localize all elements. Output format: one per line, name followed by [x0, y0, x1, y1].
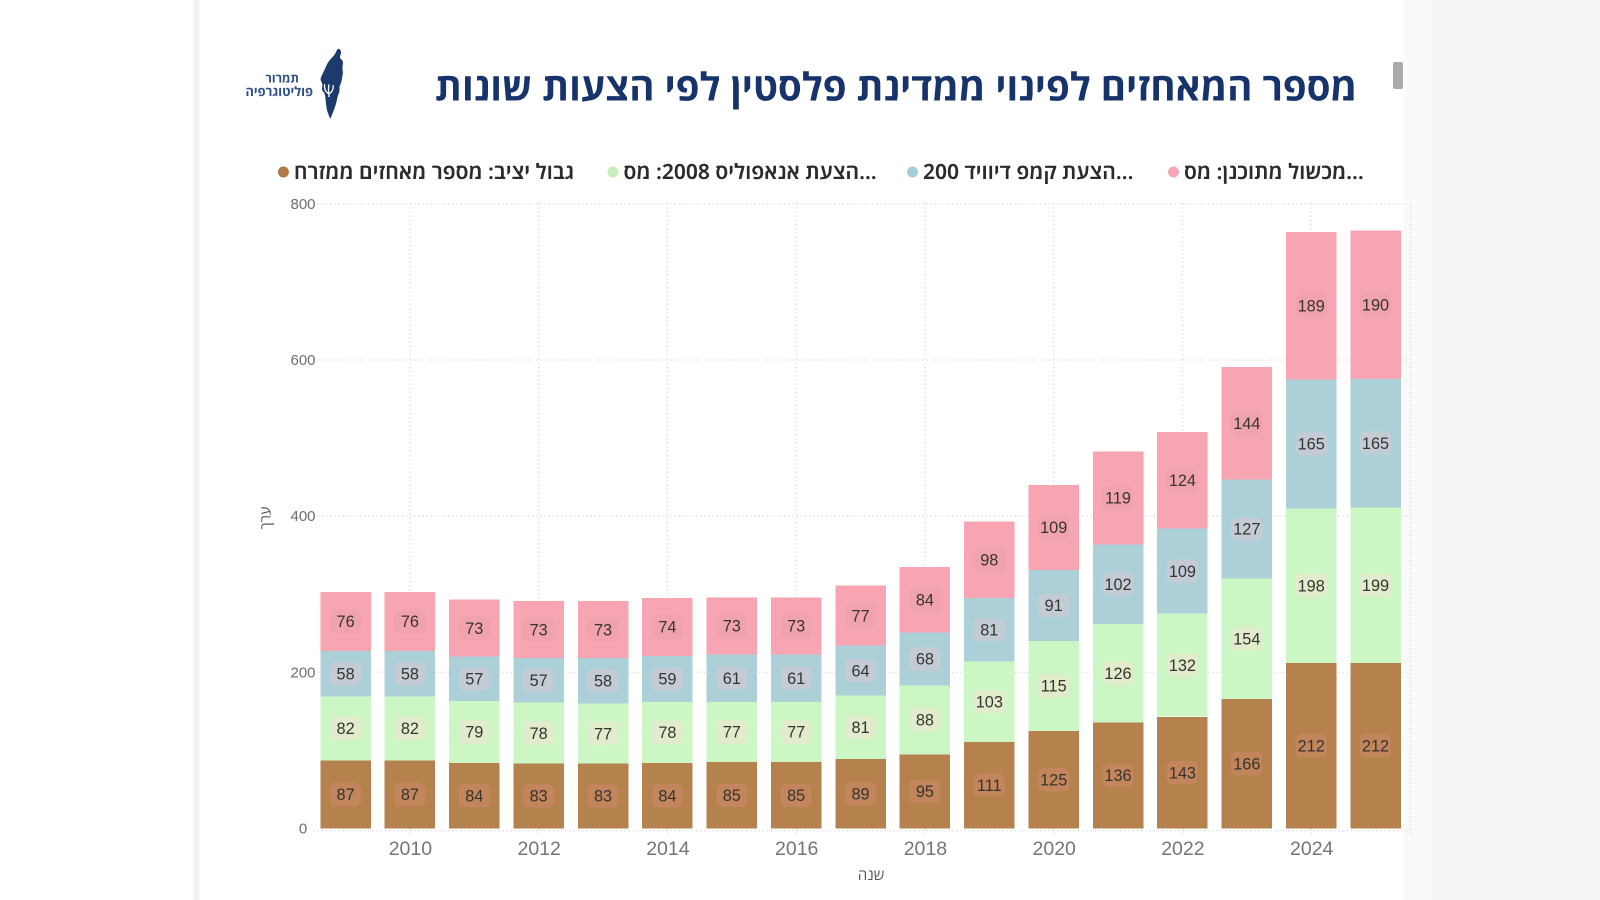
svg-text:2016: 2016: [775, 838, 818, 860]
svg-text:199: 199: [1362, 577, 1389, 595]
svg-text:102: 102: [1104, 576, 1131, 594]
svg-text:82: 82: [401, 720, 419, 738]
svg-text:2012: 2012: [518, 838, 561, 860]
svg-text:2010: 2010: [389, 838, 433, 860]
svg-text:115: 115: [1041, 678, 1067, 696]
svg-text:125: 125: [1040, 771, 1067, 789]
svg-text:2022: 2022: [1161, 838, 1204, 860]
svg-text:78: 78: [530, 725, 548, 743]
svg-text:124: 124: [1169, 472, 1196, 490]
svg-text:144: 144: [1233, 415, 1260, 433]
svg-text:83: 83: [594, 788, 612, 806]
svg-text:109: 109: [1169, 563, 1196, 581]
svg-text:198: 198: [1298, 577, 1325, 595]
svg-text:73: 73: [594, 621, 612, 639]
svg-text:77: 77: [851, 607, 869, 625]
svg-text:126: 126: [1104, 665, 1131, 683]
svg-text:77: 77: [723, 724, 741, 742]
svg-text:58: 58: [401, 666, 419, 684]
svg-text:73: 73: [787, 618, 805, 636]
svg-text:165: 165: [1298, 436, 1325, 454]
svg-text:57: 57: [465, 671, 483, 689]
svg-text:212: 212: [1362, 737, 1389, 755]
svg-text:200: 200: [290, 664, 315, 681]
svg-text:88: 88: [916, 712, 934, 730]
svg-text:61: 61: [723, 670, 741, 688]
svg-text:77: 77: [594, 725, 612, 743]
svg-text:85: 85: [723, 787, 741, 805]
svg-text:119: 119: [1105, 490, 1131, 508]
svg-text:81: 81: [851, 719, 869, 737]
svg-text:103: 103: [976, 693, 1003, 711]
svg-text:98: 98: [980, 552, 998, 570]
svg-text:73: 73: [465, 620, 483, 638]
svg-text:95: 95: [916, 783, 934, 801]
svg-text:212: 212: [1298, 737, 1325, 755]
svg-text:2020: 2020: [1033, 838, 1077, 860]
svg-text:73: 73: [530, 621, 548, 639]
svg-text:189: 189: [1298, 298, 1325, 316]
svg-text:74: 74: [658, 619, 676, 637]
svg-text:81: 81: [980, 621, 998, 639]
svg-text:83: 83: [530, 788, 548, 806]
svg-text:58: 58: [337, 666, 355, 684]
svg-text:2018: 2018: [904, 838, 947, 860]
svg-text:166: 166: [1233, 755, 1260, 773]
svg-text:84: 84: [465, 787, 483, 805]
svg-text:76: 76: [401, 613, 419, 631]
svg-text:85: 85: [787, 787, 805, 805]
svg-text:91: 91: [1045, 597, 1063, 615]
svg-text:89: 89: [851, 785, 869, 803]
svg-text:58: 58: [594, 673, 612, 691]
svg-text:111: 111: [977, 777, 1002, 795]
svg-text:190: 190: [1362, 296, 1389, 314]
svg-text:400: 400: [290, 508, 315, 525]
svg-text:87: 87: [401, 786, 419, 804]
svg-text:68: 68: [916, 651, 934, 669]
svg-text:2014: 2014: [646, 838, 690, 860]
svg-text:0: 0: [299, 820, 307, 837]
svg-text:78: 78: [658, 724, 676, 742]
svg-text:87: 87: [337, 786, 355, 804]
svg-text:143: 143: [1169, 764, 1196, 782]
svg-text:2024: 2024: [1290, 838, 1334, 860]
svg-text:800: 800: [290, 196, 315, 213]
svg-text:61: 61: [787, 670, 805, 688]
svg-text:154: 154: [1233, 630, 1260, 648]
svg-text:84: 84: [916, 591, 934, 609]
svg-text:64: 64: [851, 662, 869, 680]
svg-text:59: 59: [658, 671, 676, 689]
svg-text:600: 600: [290, 352, 315, 369]
svg-text:73: 73: [723, 618, 741, 636]
svg-text:132: 132: [1169, 657, 1196, 675]
svg-text:77: 77: [787, 724, 805, 742]
svg-text:82: 82: [337, 720, 355, 738]
svg-text:76: 76: [337, 613, 355, 631]
svg-text:165: 165: [1362, 435, 1389, 453]
svg-text:79: 79: [465, 724, 483, 742]
svg-text:57: 57: [530, 672, 548, 690]
svg-text:109: 109: [1040, 519, 1067, 537]
svg-text:136: 136: [1104, 767, 1131, 785]
svg-text:127: 127: [1233, 521, 1260, 539]
svg-text:84: 84: [658, 787, 676, 805]
